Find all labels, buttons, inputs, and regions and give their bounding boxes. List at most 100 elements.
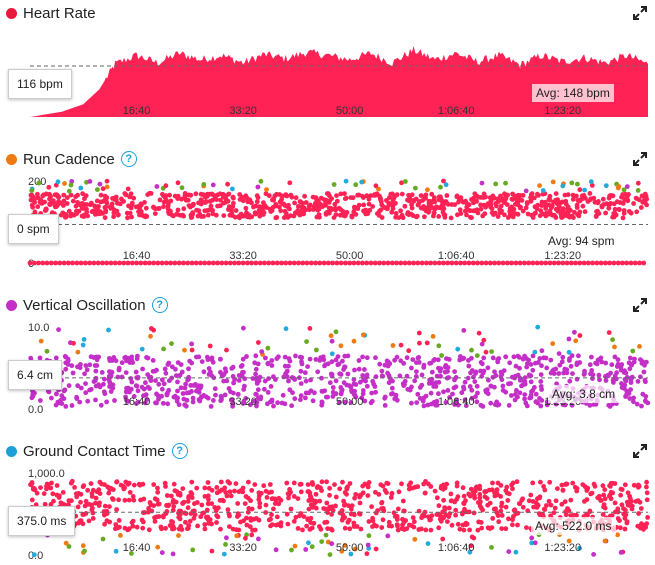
ground-contact-time-point (644, 484, 649, 490)
ground-contact-time-point (306, 540, 311, 546)
ground-contact-time-point (348, 511, 354, 517)
ground-contact-time-point (552, 505, 558, 511)
run-cadence-point (185, 197, 191, 203)
run-cadence-point (479, 180, 485, 186)
vertical-oscillation-point (485, 365, 491, 371)
run-cadence-point (432, 195, 437, 201)
run-cadence-point (257, 260, 263, 266)
vertical-oscillation-point (533, 360, 538, 366)
ground-contact-time-point (440, 509, 446, 515)
ground-contact-time-point (113, 548, 119, 554)
expand-icon[interactable] (633, 152, 647, 166)
ground-contact-time-point (102, 521, 107, 527)
ground-contact-time-point (615, 532, 620, 538)
ground-contact-time-point (559, 482, 565, 488)
run-cadence-point (138, 260, 144, 266)
ground-contact-time-point (136, 481, 142, 487)
run-cadence-point (64, 201, 70, 206)
vertical-oscillation-point (340, 358, 345, 364)
vertical-oscillation-point (466, 363, 472, 369)
ground-contact-time-point (198, 514, 204, 520)
ground-contact-time-point (219, 487, 225, 493)
ground-contact-time-point (546, 498, 552, 504)
vertical-oscillation-point (253, 353, 259, 359)
run-cadence-point (632, 260, 638, 266)
vertical-oscillation-point (481, 368, 487, 374)
ground-contact-time-point (295, 526, 301, 531)
vertical-oscillation-point (479, 341, 485, 347)
heart-rate-title: Heart Rate (23, 4, 96, 22)
run-cadence-point (496, 260, 502, 266)
vertical-oscillation-x-tick-label: 16:40 (123, 396, 151, 408)
run-cadence-point (313, 260, 318, 266)
run-cadence-point (520, 193, 526, 198)
vertical-oscillation-point (463, 403, 469, 409)
ground-contact-time-point (189, 479, 195, 485)
run-cadence-point (54, 192, 59, 197)
ground-contact-time-point (364, 551, 370, 557)
ground-contact-time-point (138, 497, 144, 503)
vertical-oscillation-point (522, 392, 528, 397)
run-cadence-point (464, 212, 469, 218)
ground-contact-time-point (520, 496, 526, 502)
vertical-oscillation-point (287, 358, 293, 364)
vertical-oscillation-point (439, 353, 444, 358)
run-cadence-point (523, 205, 529, 211)
ground-contact-time-point (394, 514, 400, 520)
ground-contact-time-point (346, 503, 351, 509)
run-cadence-point (410, 213, 416, 218)
ground-contact-time-point (129, 520, 135, 525)
vertical-oscillation-point (178, 362, 184, 367)
ground-contact-time-point (176, 533, 181, 538)
vertical-oscillation-point (280, 392, 286, 398)
ground-contact-time-point (300, 527, 305, 533)
ground-contact-time-point (202, 494, 208, 499)
ground-contact-time-point (602, 538, 608, 544)
ground-contact-time-point (209, 548, 215, 554)
vertical-oscillation-point (382, 362, 388, 368)
run-cadence-point (479, 260, 485, 266)
run-cadence-point (560, 260, 566, 266)
ground-contact-time-point (531, 504, 536, 510)
run-cadence-point (546, 197, 552, 202)
expand-icon[interactable] (633, 298, 647, 312)
vertical-oscillation-point (452, 402, 457, 407)
vertical-oscillation-point (88, 354, 94, 360)
ground-contact-time-point (234, 533, 240, 539)
help-icon[interactable]: ? (120, 151, 137, 167)
help-icon[interactable]: ? (151, 297, 168, 313)
heart-rate-header: Heart Rate (6, 2, 96, 24)
run-cadence-point (223, 260, 229, 266)
ground-contact-time-point (601, 504, 606, 510)
run-cadence-point (582, 187, 587, 193)
vertical-oscillation-point (450, 391, 455, 397)
ground-contact-time-point (214, 485, 220, 490)
vertical-oscillation-point (420, 398, 426, 404)
run-cadence-point (230, 204, 236, 209)
ground-contact-time-point (209, 501, 215, 506)
expand-icon[interactable] (633, 444, 647, 458)
vertical-oscillation-point (265, 390, 271, 395)
ground-contact-time-point (510, 517, 515, 523)
run-cadence-point (268, 209, 274, 214)
vertical-oscillation-point (417, 340, 422, 346)
ground-contact-time-point (289, 547, 294, 553)
ground-contact-time-point (428, 484, 434, 489)
expand-icon[interactable] (633, 6, 647, 20)
vertical-oscillation-dot-icon (6, 299, 17, 311)
run-cadence-point (154, 184, 160, 189)
run-cadence-point (517, 260, 523, 266)
run-cadence-point (38, 197, 43, 203)
run-cadence-point (537, 213, 543, 219)
run-cadence-point (190, 202, 196, 207)
run-cadence-point (350, 195, 356, 201)
ground-contact-time-point (520, 504, 526, 510)
ground-contact-time-point (96, 487, 102, 493)
help-icon[interactable]: ? (171, 443, 188, 459)
run-cadence-point (28, 193, 34, 198)
run-cadence-point (594, 260, 600, 266)
run-cadence-point (497, 207, 503, 212)
vertical-oscillation-point (612, 354, 618, 360)
vertical-oscillation-point (539, 398, 545, 403)
vertical-oscillation-point (144, 397, 150, 402)
